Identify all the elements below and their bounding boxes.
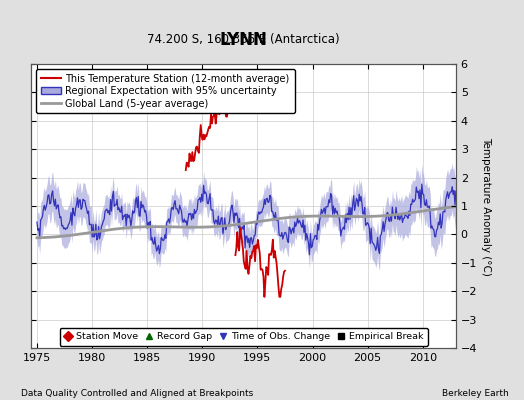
This Temperature Station (12-month average) [183,168,189,172]
Global Land (5-year average) [453,204,459,209]
This Temperature Station (12-month average) [195,148,201,153]
This Temperature Station (12-month average) [191,158,198,163]
Regional Expectation with 95% uncertainty [388,219,395,224]
Global Land (5-year average) [59,234,66,239]
Global Land (5-year average) [34,235,40,240]
This Temperature Station (12-month average) [221,105,227,110]
This Temperature Station (12-month average) [189,150,195,154]
This Temperature Station (12-month average) [194,144,200,149]
Text: Data Quality Controlled and Aligned at Breakpoints: Data Quality Controlled and Aligned at B… [21,389,253,398]
This Temperature Station (12-month average) [218,111,224,116]
This Temperature Station (12-month average) [206,124,212,129]
This Temperature Station (12-month average) [212,111,218,116]
Line: This Temperature Station (12-month average): This Temperature Station (12-month avera… [186,106,229,170]
This Temperature Station (12-month average) [205,127,211,132]
This Temperature Station (12-month average) [208,112,214,117]
Regional Expectation with 95% uncertainty [218,216,224,221]
This Temperature Station (12-month average) [216,112,223,117]
This Temperature Station (12-month average) [210,114,216,119]
This Temperature Station (12-month average) [213,112,220,117]
This Temperature Station (12-month average) [215,110,222,115]
Regional Expectation with 95% uncertainty [419,182,425,186]
Regional Expectation with 95% uncertainty [409,197,416,202]
This Temperature Station (12-month average) [211,113,217,118]
This Temperature Station (12-month average) [196,150,202,155]
Regional Expectation with 95% uncertainty [254,222,260,226]
Global Land (5-year average) [432,207,438,212]
This Temperature Station (12-month average) [209,121,215,126]
Legend: Station Move, Record Gap, Time of Obs. Change, Empirical Break: Station Move, Record Gap, Time of Obs. C… [60,328,428,346]
Regional Expectation with 95% uncertainty [453,189,459,194]
This Temperature Station (12-month average) [220,109,226,114]
Global Land (5-year average) [417,209,423,214]
Y-axis label: Temperature Anomaly (°C): Temperature Anomaly (°C) [481,136,491,276]
This Temperature Station (12-month average) [224,114,230,119]
This Temperature Station (12-month average) [203,134,210,139]
This Temperature Station (12-month average) [183,160,190,165]
This Temperature Station (12-month average) [202,133,209,138]
Regional Expectation with 95% uncertainty [307,252,313,257]
Line: Regional Expectation with 95% uncertainty: Regional Expectation with 95% uncertaint… [37,184,456,255]
This Temperature Station (12-month average) [200,137,206,142]
Line: Global Land (5-year average): Global Land (5-year average) [37,207,456,238]
This Temperature Station (12-month average) [217,104,224,108]
This Temperature Station (12-month average) [188,158,194,163]
This Temperature Station (12-month average) [184,162,191,166]
Global Land (5-year average) [145,224,151,229]
This Temperature Station (12-month average) [185,164,192,169]
Text: 74.200 S, 160.366 E (Antarctica): 74.200 S, 160.366 E (Antarctica) [147,32,340,46]
This Temperature Station (12-month average) [190,159,196,164]
This Temperature Station (12-month average) [207,126,213,130]
This Temperature Station (12-month average) [200,132,206,137]
Regional Expectation with 95% uncertainty [246,245,253,250]
This Temperature Station (12-month average) [223,114,229,119]
This Temperature Station (12-month average) [219,107,225,112]
This Temperature Station (12-month average) [213,121,219,126]
This Temperature Station (12-month average) [187,151,193,156]
This Temperature Station (12-month average) [193,145,199,150]
This Temperature Station (12-month average) [201,137,208,142]
This Temperature Station (12-month average) [199,134,205,139]
This Temperature Station (12-month average) [226,108,232,113]
This Temperature Station (12-month average) [198,122,204,127]
This Temperature Station (12-month average) [192,151,198,156]
Text: Berkeley Earth: Berkeley Earth [442,389,508,398]
Global Land (5-year average) [112,227,118,232]
This Temperature Station (12-month average) [225,108,231,113]
Regional Expectation with 95% uncertainty [239,224,245,229]
This Temperature Station (12-month average) [187,158,193,163]
This Temperature Station (12-month average) [214,110,221,114]
Title: LYNN: LYNN [220,30,268,48]
This Temperature Station (12-month average) [222,104,228,109]
Regional Expectation with 95% uncertainty [34,220,40,224]
This Temperature Station (12-month average) [196,134,203,139]
Global Land (5-year average) [51,234,57,239]
This Temperature Station (12-month average) [204,131,211,136]
